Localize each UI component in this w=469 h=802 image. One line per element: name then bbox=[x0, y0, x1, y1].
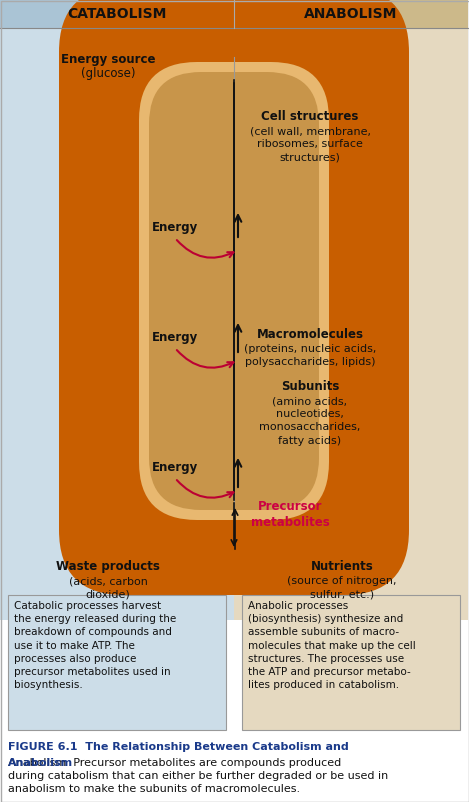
Text: (acids, carbon
dioxide): (acids, carbon dioxide) bbox=[68, 576, 147, 599]
Text: Anabolism: Anabolism bbox=[8, 758, 73, 768]
Text: Cell structures: Cell structures bbox=[261, 110, 359, 123]
Text: Subunits: Subunits bbox=[281, 380, 339, 393]
FancyBboxPatch shape bbox=[0, 620, 469, 802]
Text: Waste products: Waste products bbox=[56, 560, 160, 573]
FancyArrowPatch shape bbox=[177, 350, 234, 368]
FancyBboxPatch shape bbox=[59, 0, 409, 595]
FancyBboxPatch shape bbox=[0, 0, 234, 28]
Text: Nutrients: Nutrients bbox=[310, 560, 373, 573]
FancyArrowPatch shape bbox=[177, 480, 234, 498]
FancyBboxPatch shape bbox=[234, 0, 468, 28]
Text: Precursor
metabolites: Precursor metabolites bbox=[250, 500, 329, 529]
FancyBboxPatch shape bbox=[0, 28, 234, 802]
FancyBboxPatch shape bbox=[149, 72, 319, 510]
FancyBboxPatch shape bbox=[124, 52, 344, 530]
Text: Energy: Energy bbox=[152, 461, 198, 475]
Text: Catabolic processes harvest
the energy released during the
breakdown of compound: Catabolic processes harvest the energy r… bbox=[14, 601, 176, 691]
FancyBboxPatch shape bbox=[242, 595, 460, 730]
Text: Anabolism  Precursor metabolites are compounds produced
during catabolism that c: Anabolism Precursor metabolites are comp… bbox=[8, 758, 388, 794]
FancyBboxPatch shape bbox=[8, 595, 226, 730]
Text: Energy: Energy bbox=[152, 331, 198, 345]
Text: Anabolic processes
(biosynthesis) synthesize and
assemble subunits of macro-
mol: Anabolic processes (biosynthesis) synthe… bbox=[248, 601, 416, 691]
Text: (source of nitrogen,
sulfur, etc.): (source of nitrogen, sulfur, etc.) bbox=[287, 576, 397, 599]
Text: FIGURE 6.1  The Relationship Between Catabolism and: FIGURE 6.1 The Relationship Between Cata… bbox=[8, 742, 349, 752]
Text: (cell wall, membrane,
ribosomes, surface
structures): (cell wall, membrane, ribosomes, surface… bbox=[250, 126, 371, 162]
FancyBboxPatch shape bbox=[139, 62, 329, 520]
FancyBboxPatch shape bbox=[234, 28, 468, 802]
FancyArrowPatch shape bbox=[177, 240, 234, 257]
FancyBboxPatch shape bbox=[124, 52, 344, 530]
Text: (glucose): (glucose) bbox=[81, 67, 135, 80]
Text: Macromolecules: Macromolecules bbox=[257, 328, 363, 341]
Text: Energy: Energy bbox=[152, 221, 198, 234]
Text: Energy source: Energy source bbox=[61, 54, 155, 67]
Text: (amino acids,
nucleotides,
monosaccharides,
fatty acids): (amino acids, nucleotides, monosaccharid… bbox=[259, 396, 361, 446]
Text: CATABOLISM: CATABOLISM bbox=[68, 7, 166, 21]
Text: (proteins, nucleic acids,
polysaccharides, lipids): (proteins, nucleic acids, polysaccharide… bbox=[244, 344, 376, 367]
Text: ANABOLISM: ANABOLISM bbox=[304, 7, 398, 21]
